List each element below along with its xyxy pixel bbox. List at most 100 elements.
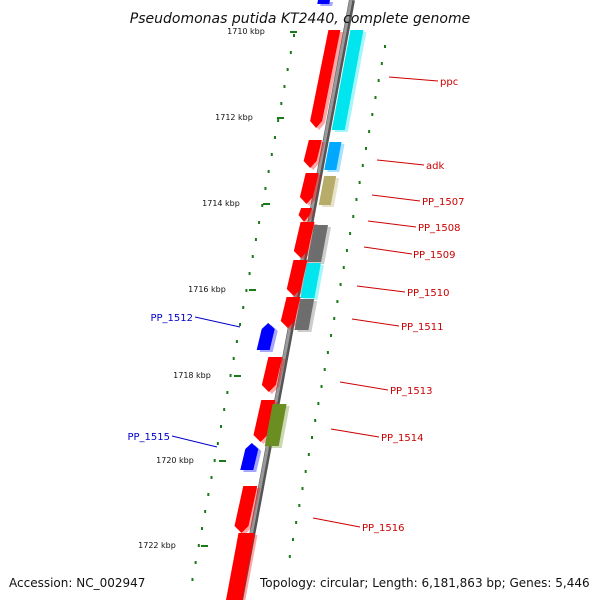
gene-label-text: PP_1512	[150, 313, 193, 324]
gene-label-text: PP_1511	[401, 322, 444, 333]
tick-mark	[263, 203, 270, 205]
gene-arrow	[303, 140, 325, 170]
tick-label: 1714 kbp	[202, 199, 240, 208]
tick-mark	[219, 460, 226, 462]
gene-label-text: PP_1515	[127, 432, 170, 443]
tick-dot	[377, 79, 380, 82]
map-title: Pseudomonas putida KT2440, complete geno…	[130, 11, 470, 27]
tick-dot	[311, 436, 314, 439]
tick-dot	[235, 340, 238, 343]
tick-dot	[242, 306, 245, 309]
gene-label: PP_1512	[150, 313, 241, 328]
gene-arrow	[234, 486, 261, 535]
tick-dot	[358, 181, 361, 184]
gene-arrow	[310, 30, 344, 130]
tick-dot	[384, 45, 386, 48]
gene-label-text: adk	[426, 161, 444, 172]
tick-label: 1720 kbp	[156, 456, 194, 465]
tick-dot	[191, 578, 194, 581]
gene-arrow	[324, 142, 345, 172]
gene-label: PP_1511	[351, 318, 444, 333]
gene-arrow	[286, 260, 311, 298]
tick-dot	[286, 68, 289, 71]
tick-dot	[288, 555, 291, 558]
tick-label: 1712 kbp	[215, 113, 253, 122]
tick-dot	[374, 96, 377, 99]
gene-label: PP_1507	[371, 194, 465, 208]
gene-arrow	[264, 404, 290, 448]
gene-arrow	[307, 225, 331, 264]
gene-label: ppc	[388, 76, 458, 88]
tick-mark	[290, 31, 297, 33]
gene-label-text: ppc	[440, 77, 458, 88]
tick-label: 1722 kbp	[138, 541, 176, 550]
tick-dot	[200, 527, 203, 530]
gene-label-text: PP_1508	[418, 223, 461, 234]
tick-dot	[326, 351, 329, 354]
tick-dot	[239, 323, 242, 326]
tick-dot	[258, 221, 261, 224]
tick-dot	[380, 62, 383, 65]
tick-mark	[249, 289, 256, 291]
tick-dot	[345, 249, 348, 252]
gene-arrow	[331, 30, 367, 132]
tick-dot	[273, 136, 276, 139]
gene-label: PP_1513	[339, 381, 433, 397]
tick-dot	[349, 232, 352, 235]
tick-mark	[201, 545, 208, 547]
tick-dot	[307, 453, 310, 456]
tick-dot	[371, 113, 374, 116]
tick-dot	[314, 419, 317, 422]
gene-arrow	[240, 443, 262, 472]
tick-dot	[293, 34, 295, 37]
gene-arrow	[280, 297, 304, 330]
tick-dot	[264, 187, 267, 190]
tick-dot	[361, 164, 364, 167]
gene-label: PP_1516	[312, 517, 405, 534]
tick-dot	[254, 238, 257, 241]
gene-features	[226, 0, 367, 600]
tick-dots	[191, 34, 386, 581]
gene-arrow	[317, 0, 333, 6]
tick-dot	[226, 391, 229, 394]
gene-label-text: PP_1507	[422, 197, 465, 208]
tick-dot	[289, 51, 292, 54]
gene-label-text: PP_1513	[390, 386, 433, 397]
gene-label-text: PP_1514	[381, 433, 424, 444]
gene-arrow	[298, 208, 316, 224]
gene-label: PP_1514	[330, 428, 424, 444]
tick-dot	[295, 521, 298, 524]
tick-dot	[216, 442, 219, 445]
tick-dot	[342, 266, 345, 269]
gene-arrow	[293, 222, 318, 260]
gene-arrow	[318, 176, 340, 207]
tick-dot	[204, 510, 207, 513]
tick-dot	[280, 102, 283, 105]
tick-dot	[213, 459, 216, 462]
gene-arrow	[226, 533, 258, 600]
tick-dot	[301, 487, 304, 490]
tick-dot	[197, 544, 200, 547]
tick-label: 1710 kbp	[227, 27, 265, 36]
tick-dot	[267, 170, 270, 173]
tick-dot	[336, 300, 339, 303]
tick-dot	[261, 204, 264, 207]
gene-arrow	[256, 323, 278, 352]
tick-label: 1718 kbp	[173, 371, 211, 380]
gene-label: PP_1509	[363, 246, 456, 261]
accession-text: Accession: NC_002947	[9, 576, 145, 590]
tick-dot	[207, 493, 210, 496]
tick-dot	[330, 334, 333, 337]
tick-dot	[323, 368, 326, 371]
tick-dot	[339, 283, 342, 286]
tick-dot	[352, 215, 355, 218]
tick-dot	[251, 255, 254, 258]
tick-dot	[304, 470, 307, 473]
topology-text: Topology: circular; Length: 6,181,863 bp…	[259, 576, 590, 590]
gene-arrow	[300, 263, 324, 300]
tick-dot	[320, 385, 323, 388]
tick-dot	[245, 289, 248, 292]
tick-dot	[210, 476, 213, 479]
tick-dot	[220, 425, 223, 428]
